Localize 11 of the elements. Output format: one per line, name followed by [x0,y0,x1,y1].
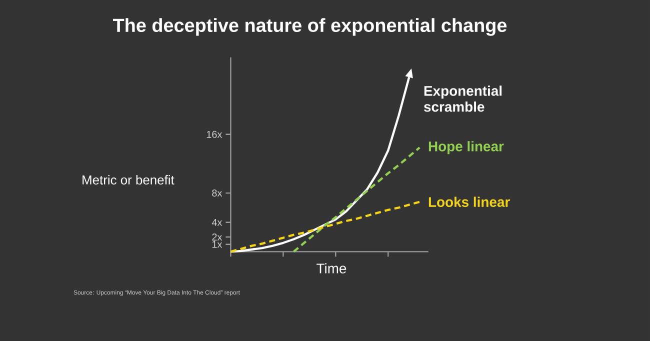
x-axis-title: Time [316,263,346,274]
y-axis-title: Metric or benefit [82,175,174,185]
y-tick-label: 16x [206,130,222,138]
y-tick-label: 4x [212,218,222,226]
y-tick-label: 1x [212,240,222,248]
series-label: Exponential scramble [424,86,502,112]
y-tick-label: 2x [212,234,222,241]
y-tick-label: 8x [212,190,222,197]
series-label: Hope linear [428,141,504,154]
chart-title: The deceptive nature of exponential change [113,18,507,36]
series-label: Looks linear [428,196,510,207]
